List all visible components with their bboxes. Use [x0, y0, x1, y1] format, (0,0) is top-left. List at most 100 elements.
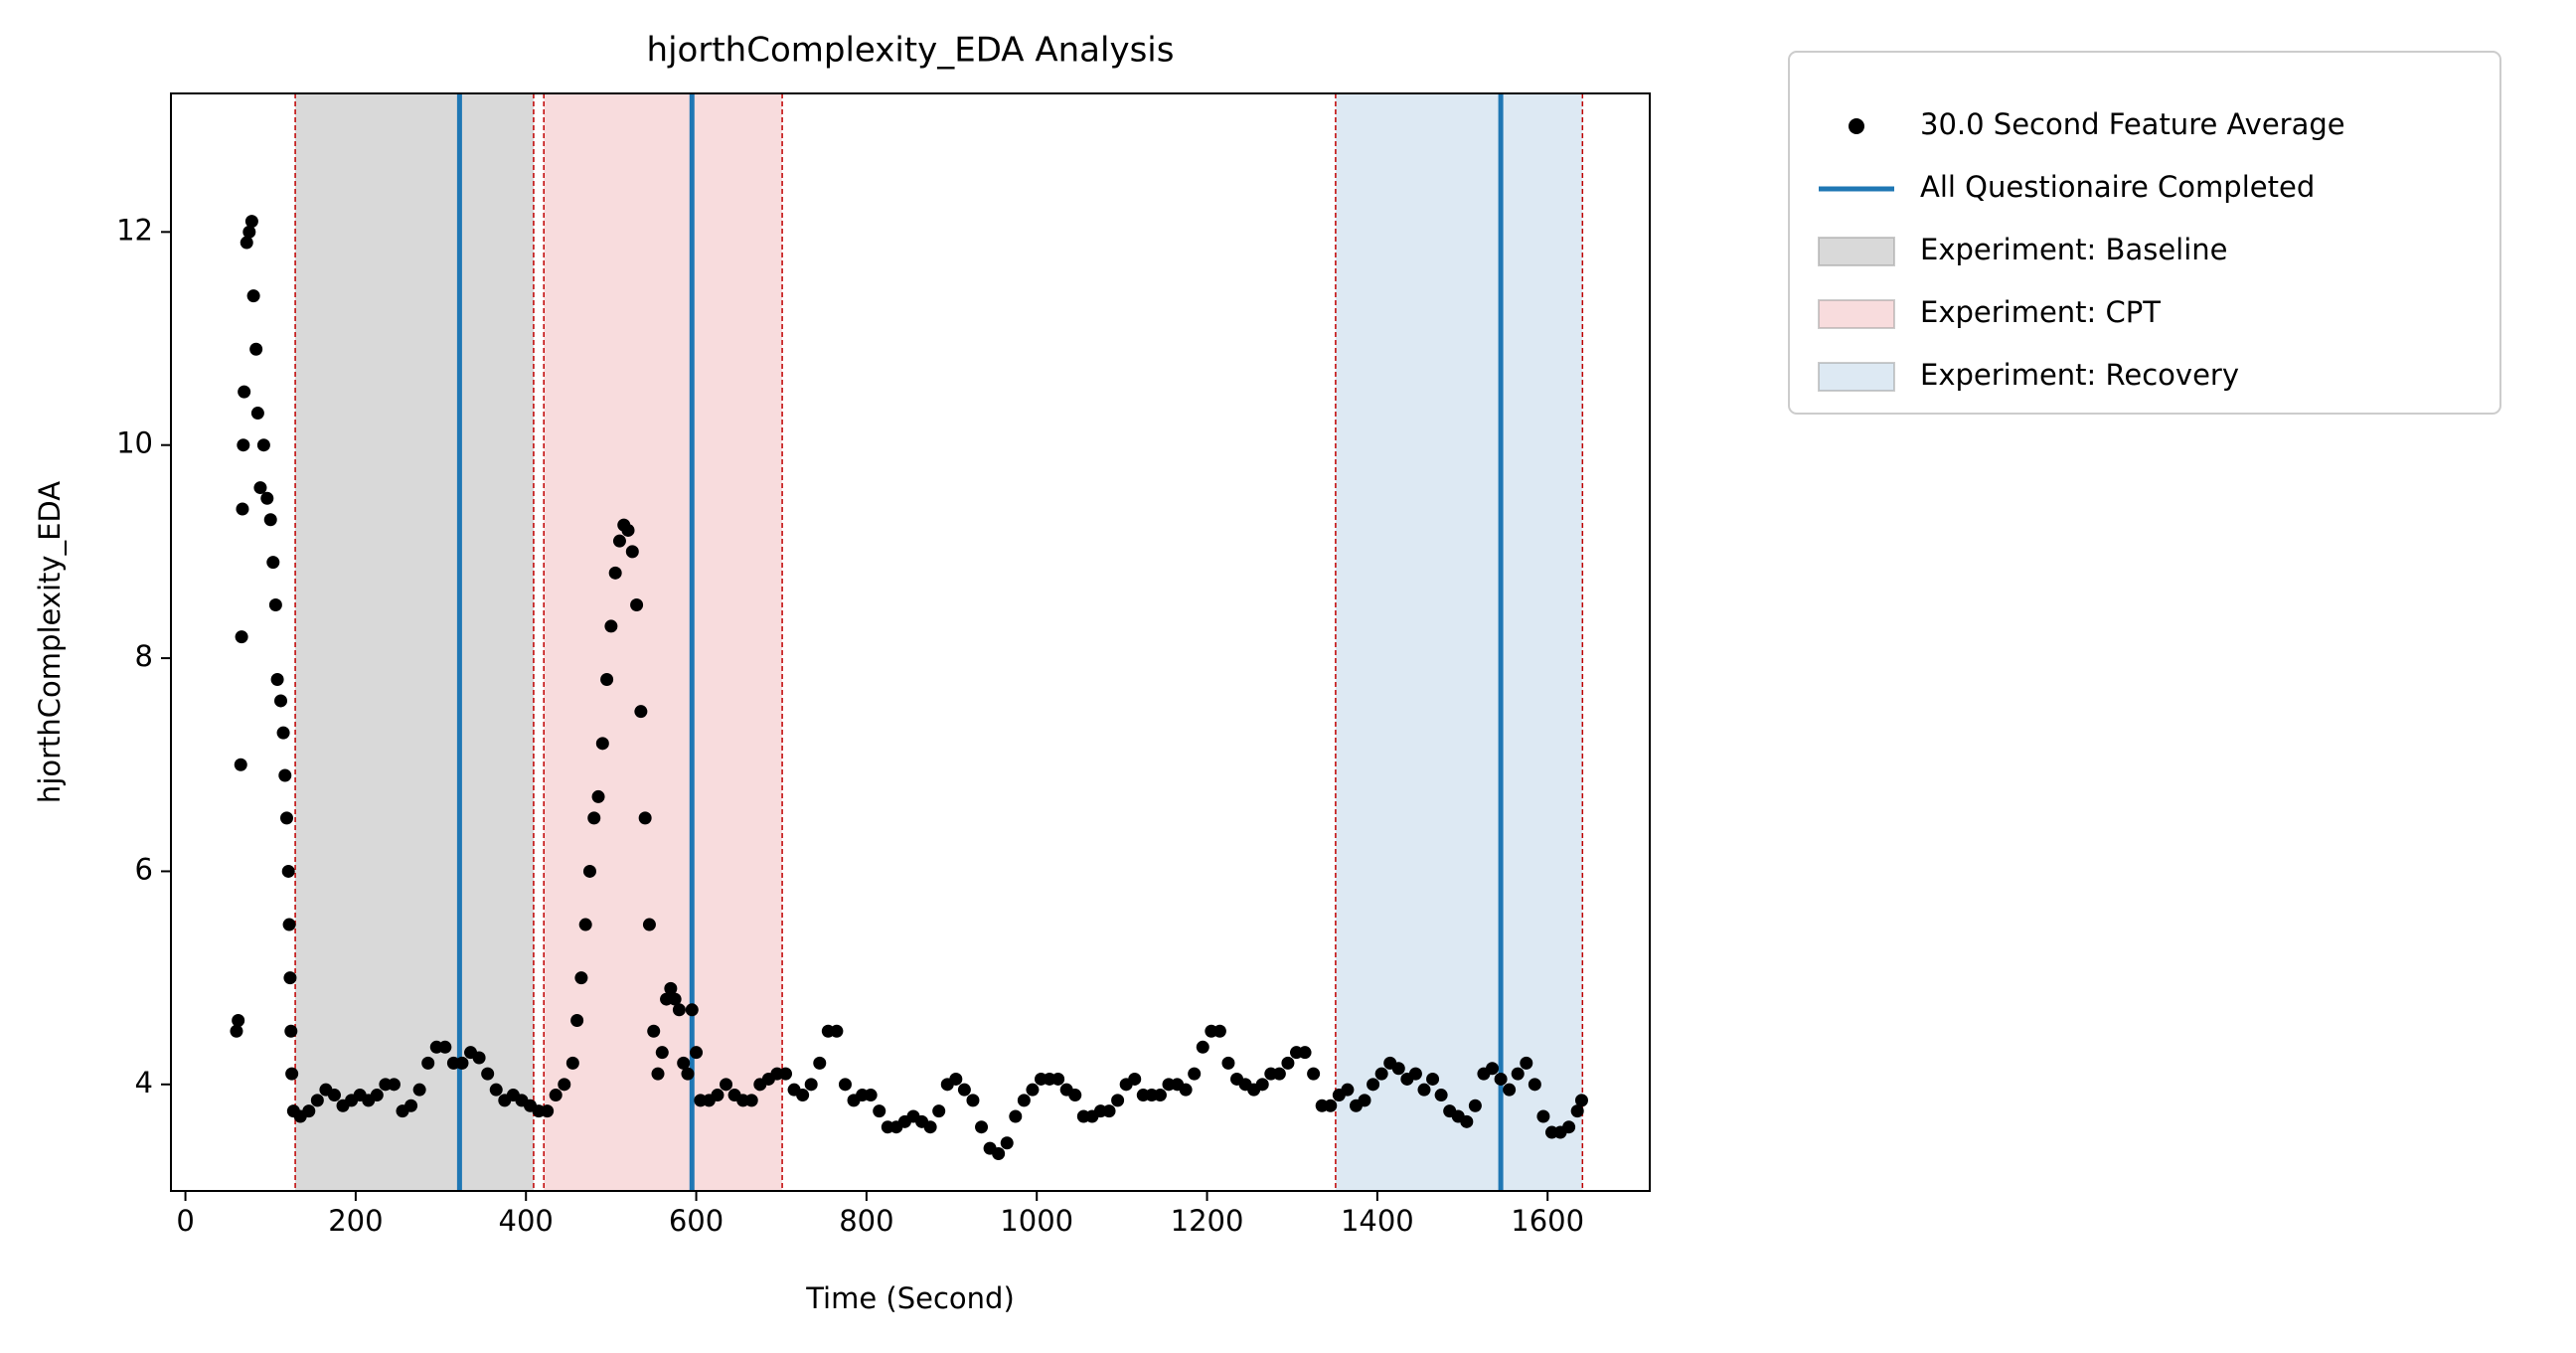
point: [608, 566, 622, 580]
point: [274, 694, 288, 708]
point: [642, 918, 656, 931]
point: [1153, 1089, 1167, 1102]
point: [1188, 1067, 1202, 1081]
point: [1298, 1046, 1312, 1060]
point: [558, 1078, 571, 1092]
point: [720, 1078, 733, 1092]
point: [234, 758, 247, 771]
x-tick-label: 600: [669, 1204, 724, 1238]
point: [1051, 1072, 1065, 1086]
legend: 30.0 Second Feature Average All Questiona…: [1818, 107, 2345, 392]
point: [249, 342, 263, 356]
x-tick-label: 400: [499, 1204, 554, 1238]
region: [544, 93, 783, 1191]
plot-background: [294, 93, 1584, 1191]
point: [804, 1078, 818, 1092]
legend-patch: [1818, 362, 1895, 392]
legend-label: 30.0 Second Feature Average: [1920, 107, 2345, 141]
point: [1307, 1067, 1321, 1081]
point: [604, 619, 618, 633]
point: [302, 1104, 316, 1118]
point: [949, 1072, 963, 1086]
point: [282, 918, 296, 931]
legend-label: All Questionaire Completed: [1920, 170, 2315, 204]
point: [690, 1046, 704, 1060]
point: [1426, 1072, 1440, 1086]
point: [873, 1104, 886, 1118]
point: [634, 705, 648, 719]
legend-label: Experiment: Baseline: [1920, 233, 2228, 266]
point: [651, 1067, 665, 1081]
point: [1255, 1078, 1269, 1092]
point: [1511, 1067, 1525, 1081]
point: [270, 673, 284, 687]
point: [672, 1003, 686, 1017]
point: [681, 1067, 695, 1081]
x-tick-label: 1400: [1341, 1204, 1414, 1238]
point: [230, 1024, 243, 1038]
point: [1009, 1109, 1023, 1123]
region: [1335, 93, 1583, 1191]
point: [664, 981, 678, 995]
point: [238, 385, 251, 399]
point: [472, 1051, 486, 1065]
y-tick-label: 8: [135, 639, 153, 673]
point: [565, 1056, 579, 1070]
point: [578, 918, 592, 931]
point: [966, 1094, 980, 1107]
point: [412, 1083, 426, 1097]
point: [421, 1056, 435, 1070]
point: [541, 1104, 555, 1118]
point: [232, 1014, 245, 1028]
point: [591, 789, 605, 803]
point: [923, 1120, 937, 1134]
plot-frame: [170, 92, 1651, 1192]
point: [1391, 1062, 1405, 1076]
point: [1324, 1099, 1338, 1112]
point: [236, 502, 249, 516]
point: [438, 1040, 452, 1054]
point: [370, 1089, 384, 1102]
x-tick-label: 1600: [1511, 1204, 1584, 1238]
point: [1000, 1136, 1014, 1150]
point: [1486, 1062, 1500, 1076]
point: [1536, 1109, 1550, 1123]
legend-label: Experiment: Recovery: [1920, 358, 2239, 392]
point: [600, 673, 614, 687]
point: [278, 768, 292, 782]
point: [281, 864, 295, 878]
point: [455, 1056, 469, 1070]
point: [549, 1089, 563, 1102]
region: [295, 93, 534, 1191]
point: [1460, 1114, 1474, 1128]
point: [838, 1078, 852, 1092]
point: [1468, 1099, 1482, 1112]
point: [253, 481, 267, 495]
x-axis-label: Time (Second): [805, 1281, 1015, 1315]
point: [621, 523, 635, 537]
point: [957, 1083, 971, 1097]
point: [260, 491, 274, 505]
point: [1367, 1078, 1380, 1092]
point: [1212, 1024, 1226, 1038]
point: [1574, 1094, 1588, 1107]
point: [975, 1120, 989, 1134]
point: [1026, 1083, 1040, 1097]
point: [587, 811, 601, 825]
point: [1503, 1083, 1517, 1097]
x-tick-label: 1200: [1171, 1204, 1244, 1238]
point: [237, 438, 250, 452]
point: [1128, 1072, 1142, 1086]
point: [1434, 1089, 1448, 1102]
point: [711, 1089, 724, 1102]
point: [284, 1024, 298, 1038]
point: [779, 1067, 793, 1081]
x-tick-label: 200: [328, 1204, 383, 1238]
point: [1528, 1078, 1541, 1092]
point: [1562, 1120, 1576, 1134]
point: [285, 1067, 299, 1081]
point: [1068, 1089, 1082, 1102]
point: [244, 215, 258, 229]
point: [276, 726, 290, 740]
point: [1570, 1104, 1584, 1118]
